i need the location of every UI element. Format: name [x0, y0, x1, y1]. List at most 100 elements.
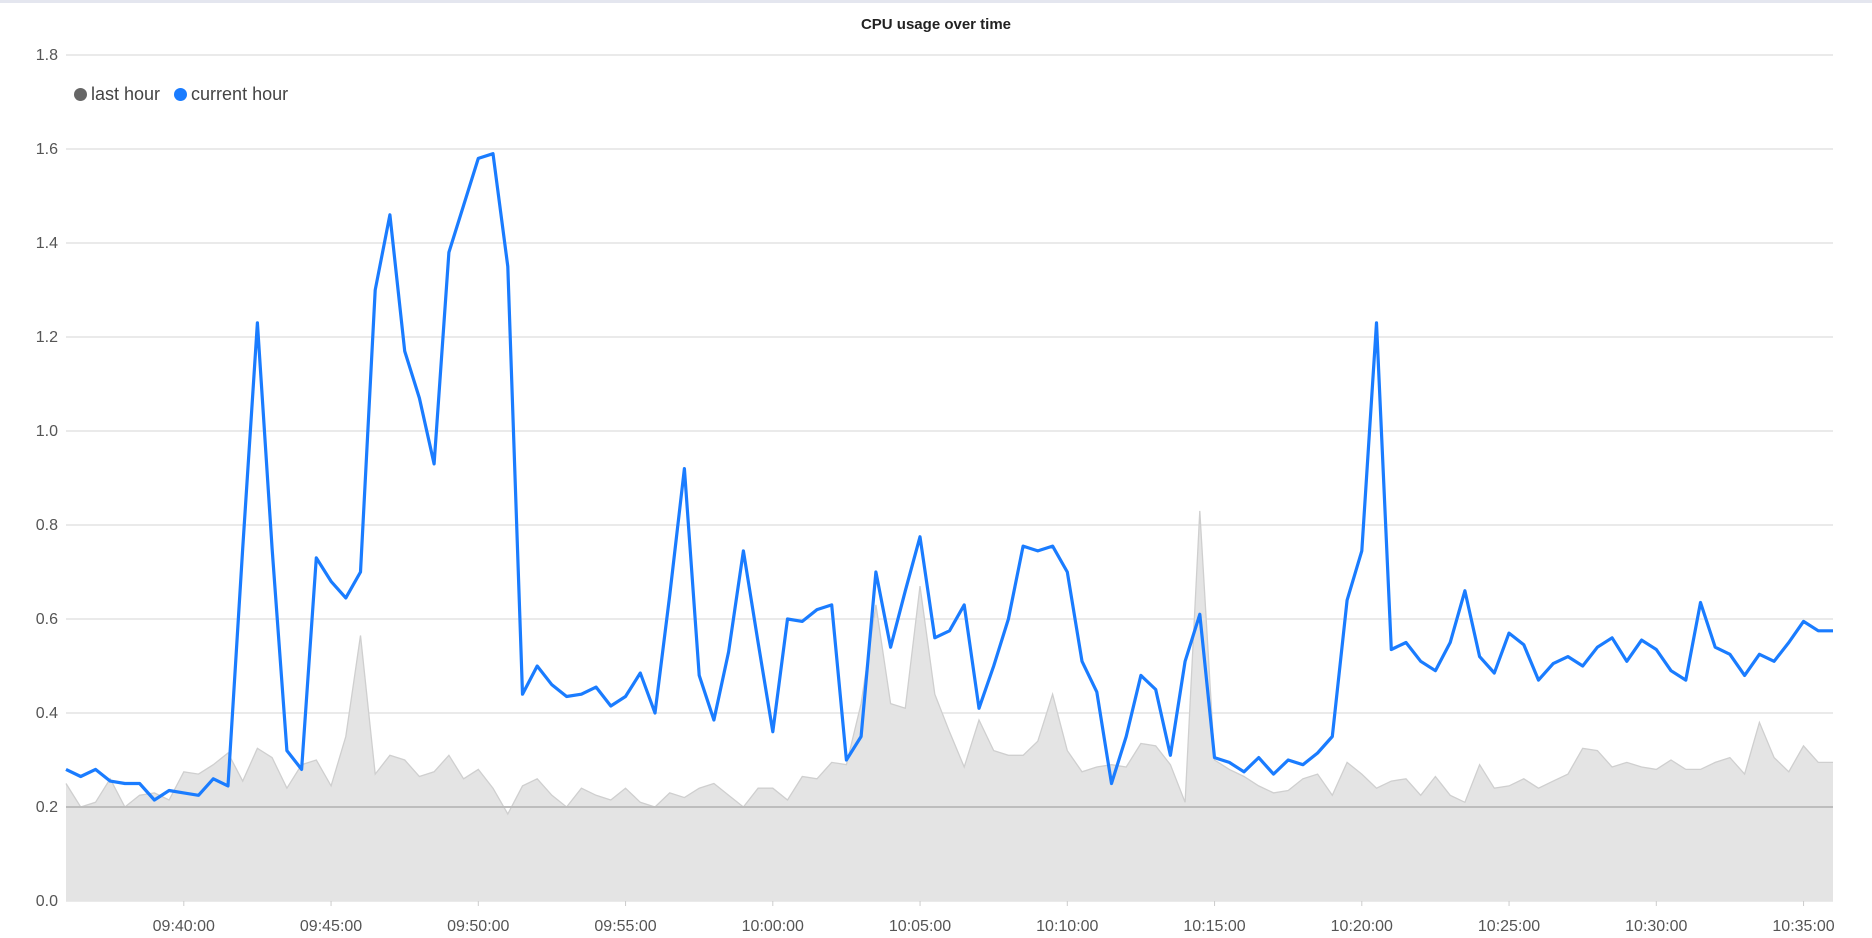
last-hour-point	[1198, 509, 1202, 513]
current-hour-point	[359, 570, 363, 574]
last-hour-point	[1816, 760, 1820, 764]
last-hour-point	[79, 805, 83, 809]
current-hour-point	[1419, 659, 1423, 663]
current-hour-point	[815, 608, 819, 612]
last-hour-point	[1419, 793, 1423, 797]
current-hour-point	[1772, 659, 1776, 663]
last-hour-point	[1772, 756, 1776, 760]
last-hour-point	[1595, 749, 1599, 753]
last-hour-point	[1669, 758, 1673, 762]
last-hour-point	[771, 786, 775, 790]
current-hour-point	[64, 767, 68, 771]
current-hour-point	[417, 396, 421, 400]
last-hour-point	[1272, 791, 1276, 795]
last-hour-point	[1139, 742, 1143, 746]
last-hour-point	[94, 800, 98, 804]
last-hour-point	[948, 730, 952, 734]
current-hour-point	[918, 535, 922, 539]
last-hour-point	[1345, 760, 1349, 764]
current-hour-point	[79, 775, 83, 779]
last-hour-point	[329, 784, 333, 788]
current-hour-point	[138, 782, 142, 786]
last-hour-point	[447, 753, 451, 757]
last-hour-point	[815, 777, 819, 781]
legend-item-last-hour[interactable]: last hour	[74, 84, 160, 105]
last-hour-point	[844, 763, 848, 767]
legend-item-current-hour[interactable]: current hour	[174, 84, 288, 105]
current-hour-point	[123, 782, 127, 786]
last-hour-point	[918, 584, 922, 588]
last-hour-point	[1183, 800, 1187, 804]
last-hour-point	[1227, 767, 1231, 771]
last-hour-point	[1375, 786, 1379, 790]
last-hour-point	[1713, 760, 1717, 764]
current-hour-point	[697, 673, 701, 677]
last-hour-point	[653, 805, 657, 809]
last-hour-point	[1551, 779, 1555, 783]
current-hour-point	[741, 549, 745, 553]
current-hour-point	[300, 767, 304, 771]
current-hour-point	[1640, 638, 1644, 642]
last-hour-point	[1699, 767, 1703, 771]
current-hour-point	[727, 650, 731, 654]
last-hour-point	[403, 758, 407, 762]
current-hour-point	[1360, 549, 1364, 553]
x-tick-label: 10:35:00	[1772, 918, 1834, 935]
current-hour-point	[1522, 643, 1526, 647]
last-hour-point	[1404, 777, 1408, 781]
last-hour-point	[1286, 789, 1290, 793]
x-tick-label: 09:45:00	[300, 918, 362, 935]
last-hour-point	[1257, 784, 1261, 788]
current-hour-point	[1006, 617, 1010, 621]
current-hour-point	[403, 349, 407, 353]
x-tick-label: 09:40:00	[153, 918, 215, 935]
current-hour-point	[521, 692, 525, 696]
current-hour-point	[1330, 735, 1334, 739]
current-hour-point	[167, 789, 171, 793]
y-tick-label: 0.2	[36, 799, 58, 816]
current-hour-point	[1065, 570, 1069, 574]
last-hour-point	[373, 772, 377, 776]
current-hour-point	[1110, 782, 1114, 786]
current-hour-point	[255, 321, 259, 325]
current-hour-point	[447, 250, 451, 254]
current-hour-point	[550, 683, 554, 687]
last-hour-point	[241, 779, 245, 783]
current-hour-point	[1610, 636, 1614, 640]
current-hour-point	[1036, 549, 1040, 553]
x-tick-label: 10:10:00	[1036, 918, 1098, 935]
x-tick-label: 10:00:00	[742, 918, 804, 935]
current-hour-point	[1198, 612, 1202, 616]
last-hour-point	[417, 775, 421, 779]
current-hour-point	[1272, 772, 1276, 776]
current-hour-point	[373, 288, 377, 292]
last-hour-area	[66, 510, 1833, 901]
current-hour-point	[1139, 673, 1143, 677]
last-hour-point	[1757, 720, 1761, 724]
last-hour-point	[152, 791, 156, 795]
last-hour-point	[388, 753, 392, 757]
x-tick-label: 10:15:00	[1183, 918, 1245, 935]
current-hour-point	[1654, 648, 1658, 652]
current-hour-point	[94, 767, 98, 771]
last-hour-point	[1684, 767, 1688, 771]
current-hour-point	[491, 152, 495, 156]
last-hour-point	[609, 798, 613, 802]
x-tick-label: 10:05:00	[889, 918, 951, 935]
current-hour-point	[285, 749, 289, 753]
last-hour-point	[1743, 772, 1747, 776]
last-hour-point	[1301, 777, 1305, 781]
current-hour-point	[771, 730, 775, 734]
current-hour-point	[329, 579, 333, 583]
last-hour-point	[1080, 770, 1084, 774]
last-hour-point	[255, 746, 259, 750]
current-hour-point	[1124, 735, 1128, 739]
last-hour-point	[1448, 793, 1452, 797]
last-hour-point	[1478, 763, 1482, 767]
last-hour-point	[786, 798, 790, 802]
last-hour-point	[1051, 692, 1055, 696]
current-hour-point	[1286, 758, 1290, 762]
current-hour-point	[830, 603, 834, 607]
current-hour-point	[992, 664, 996, 668]
current-hour-point	[1080, 659, 1084, 663]
